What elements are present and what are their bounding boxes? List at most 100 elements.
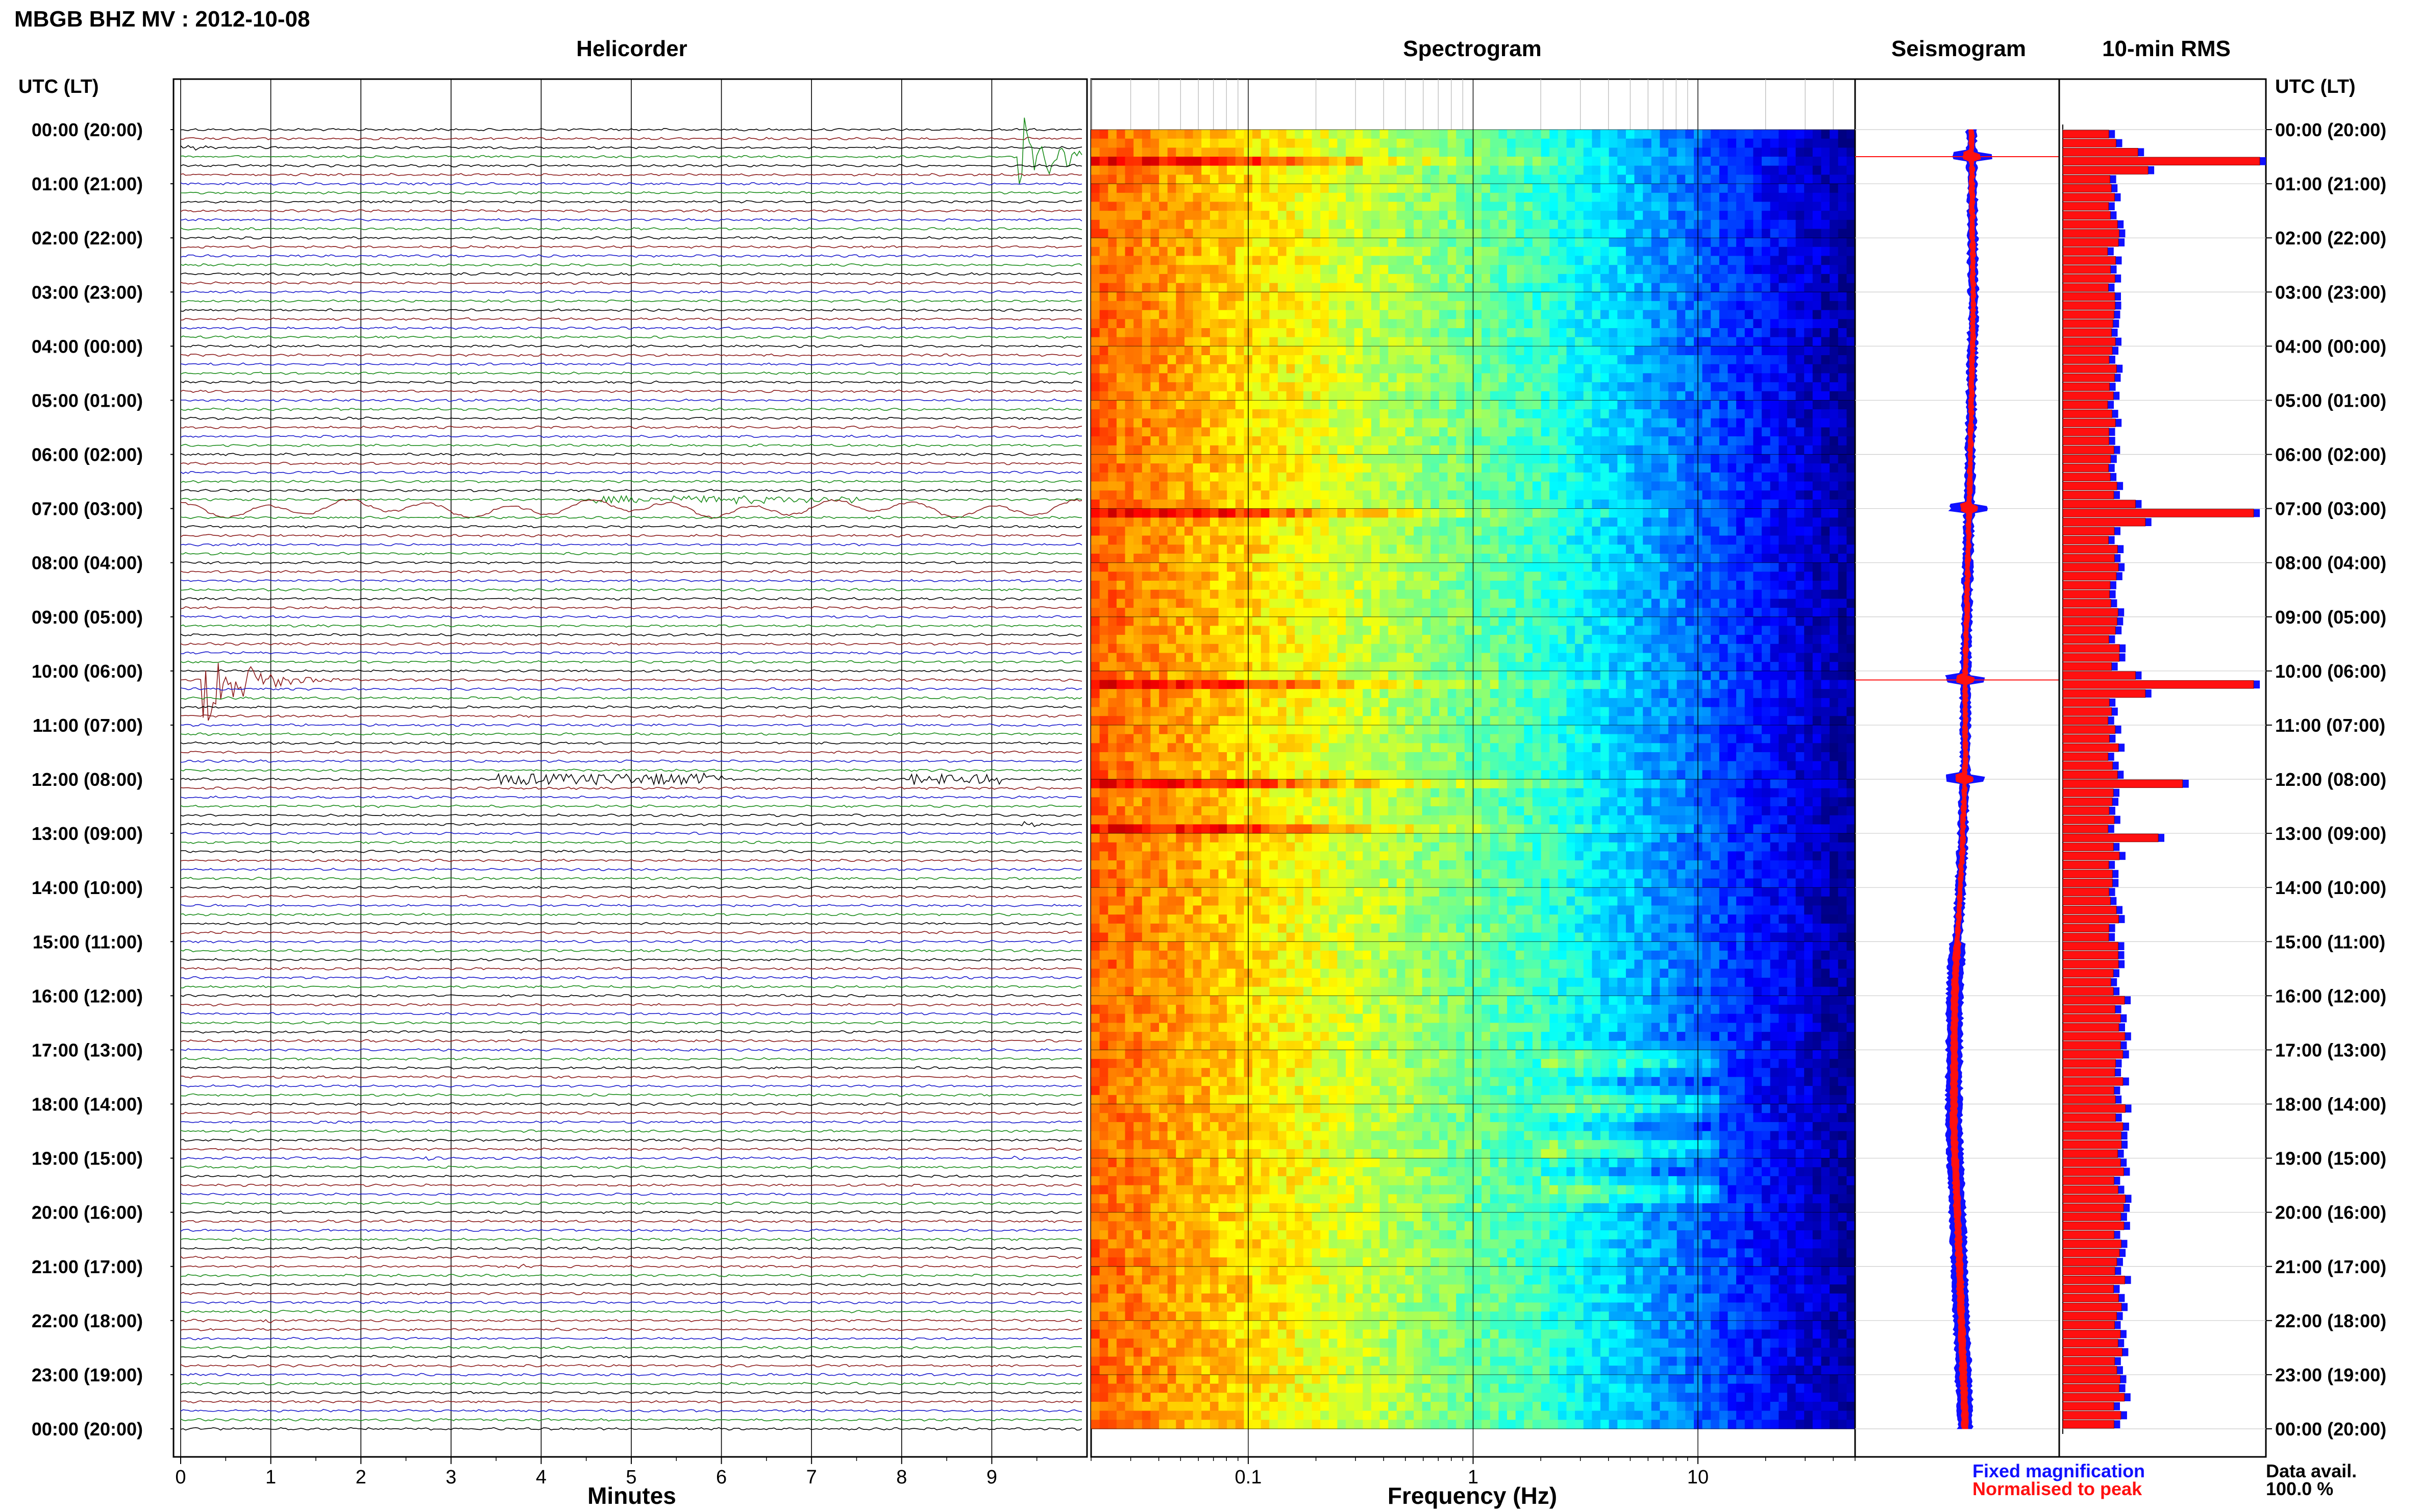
spectrogram-cell: [1711, 535, 1720, 545]
spectrogram-cell: [1830, 581, 1839, 590]
spectrogram-cell: [1150, 219, 1159, 230]
spectrogram-cell: [1600, 246, 1610, 257]
spectrogram-cell: [1558, 138, 1567, 148]
spectrogram-cell: [1821, 165, 1830, 175]
spectrogram-cell: [1320, 337, 1329, 346]
time-label-left: 07:00 (03:00): [32, 499, 143, 519]
spectrogram-cell: [1447, 283, 1457, 292]
time-label-right: 14:00 (10:00): [2275, 877, 2386, 898]
spectrogram-cell: [1447, 589, 1457, 599]
spectrogram-cell: [1430, 508, 1440, 518]
spectrogram-cell: [1617, 373, 1626, 383]
spectrogram-cell: [1617, 436, 1626, 446]
spectrogram-cell: [1711, 418, 1720, 428]
spectrogram-cell: [1125, 554, 1134, 563]
spectrogram-cell: [1176, 490, 1185, 500]
spectrogram-cell: [1617, 535, 1626, 545]
spectrogram-cell: [1277, 382, 1287, 392]
spectrogram-cell: [1558, 157, 1567, 166]
spectrogram-cell: [1201, 400, 1211, 410]
spectrogram-cell: [1625, 581, 1635, 590]
spectrogram-cell: [1363, 211, 1372, 220]
spectrogram-cell: [1685, 572, 1694, 581]
spectrogram-cell: [1583, 130, 1592, 139]
spectrogram-cell: [1592, 427, 1601, 437]
spectrogram-cell: [1549, 463, 1559, 473]
spectrogram-cell: [1762, 391, 1771, 401]
spectrogram-cell: [1303, 581, 1312, 590]
spectrogram-cell: [1354, 481, 1363, 491]
spectrogram-cell: [1830, 310, 1839, 319]
spectrogram-cell: [1456, 589, 1465, 599]
spectrogram-cell: [1838, 219, 1847, 230]
spectrogram-cell: [1150, 256, 1159, 265]
spectrogram-cell: [1549, 481, 1559, 491]
spectrogram-cell: [1091, 184, 1100, 193]
spectrogram-cell: [1346, 211, 1355, 220]
spectrogram-cell: [1702, 219, 1711, 230]
spectrogram-cell: [1133, 229, 1143, 238]
spectrogram-cell: [1812, 310, 1821, 319]
spectrogram-cell: [1558, 274, 1567, 284]
spectrogram-cell: [1838, 445, 1847, 455]
spectrogram-cell: [1430, 436, 1440, 446]
spectrogram-cell: [1685, 175, 1694, 184]
spectrogram-cell: [1312, 454, 1321, 464]
spectrogram-cell: [1566, 175, 1575, 184]
spectrogram-cell: [1490, 589, 1499, 599]
spectrogram-cell: [1838, 192, 1847, 203]
spectrogram-cell: [1482, 229, 1491, 238]
spectrogram-cell: [1116, 400, 1126, 410]
spectrogram-cell: [1227, 283, 1236, 292]
spectrogram-cell: [1167, 202, 1176, 211]
spectrogram-cell: [1142, 608, 1151, 617]
spectrogram-cell: [1812, 481, 1821, 491]
spectrogram-cell: [1812, 445, 1821, 455]
spectrogram-cell: [1779, 192, 1788, 203]
spectrogram-cell: [1676, 562, 1686, 572]
spectrogram-cell: [1142, 599, 1151, 608]
spectrogram-cell: [1447, 599, 1457, 608]
time-label-left: 12:00 (08:00): [32, 769, 143, 790]
spectrogram-cell: [1558, 165, 1567, 175]
spectrogram-cell: [1617, 572, 1626, 581]
spectrogram-cell: [1524, 219, 1533, 230]
spectrogram-cell: [1625, 211, 1635, 220]
spectrogram-cell: [1252, 130, 1262, 139]
spectrogram-cell: [1473, 130, 1482, 139]
spectrogram-cell: [1099, 346, 1108, 356]
spectrogram-cell: [1660, 499, 1669, 509]
spectrogram-cell: [1753, 238, 1762, 247]
spectrogram-cell: [1651, 499, 1660, 509]
helicorder-trace: [180, 931, 1082, 934]
spectrogram-cell: [1795, 274, 1805, 284]
spectrogram-cell: [1218, 472, 1227, 482]
spectrogram-cell: [1727, 364, 1737, 374]
spectrogram-cell: [1320, 138, 1329, 148]
spectrogram-cell: [1719, 364, 1729, 374]
spectrogram-cell: [1592, 346, 1601, 356]
spectrogram-cell: [1711, 192, 1720, 203]
spectrogram-cell: [1464, 328, 1474, 338]
spectrogram-cell: [1371, 265, 1380, 275]
spectrogram-cell: [1396, 346, 1405, 356]
spectrogram-cell: [1210, 256, 1219, 265]
spectrogram-cell: [1846, 147, 1856, 157]
helicorder-trace: [180, 1282, 1082, 1286]
spectrogram-cell: [1770, 418, 1779, 428]
spectrogram-cell: [1830, 328, 1839, 338]
spectrogram-cell: [1201, 238, 1211, 247]
spectrogram-cell: [1363, 382, 1372, 392]
spectrogram-cell: [1371, 229, 1380, 238]
spectrogram-cell: [1184, 508, 1194, 518]
spectrogram-cell: [1150, 445, 1159, 455]
spectrogram-cell: [1235, 409, 1244, 419]
spectrogram-cell: [1346, 138, 1355, 148]
spectrogram-cell: [1634, 562, 1643, 572]
spectrogram-cell: [1625, 382, 1635, 392]
spectrogram-cell: [1167, 409, 1176, 419]
spectrogram-cell: [1464, 265, 1474, 275]
spectrogram-cell: [1668, 301, 1677, 311]
spectrogram-cell: [1142, 562, 1151, 572]
spectrogram-cell: [1261, 337, 1270, 346]
